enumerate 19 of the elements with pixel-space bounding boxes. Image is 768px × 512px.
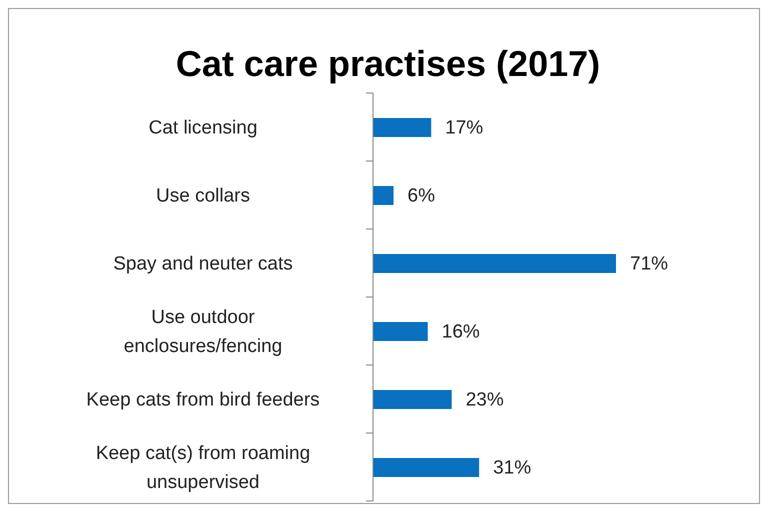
bar [373, 186, 394, 205]
y-tick-label: Use collars [156, 186, 250, 207]
data-label: 17% [445, 118, 484, 139]
bar [373, 118, 432, 137]
y-tick-label: Keep cat(s) from roaming unsupervised [96, 443, 310, 494]
data-label: 16% [442, 322, 480, 343]
bar [373, 254, 616, 273]
y-tick-label: Cat licensing [148, 118, 258, 139]
data-label: 6% [408, 186, 436, 207]
bar [373, 322, 428, 341]
chart-title: Cat care practises (2017) [176, 43, 600, 84]
data-label: 23% [466, 390, 504, 411]
bar [373, 390, 452, 409]
y-tick-label: Keep cats from bird feeders [86, 390, 320, 411]
bar [373, 458, 480, 477]
data-label: 31% [493, 458, 532, 479]
y-tick-label: Use outdoor enclosures/fencing [124, 307, 282, 358]
y-tick-label: Spay and neuter cats [113, 254, 293, 275]
data-label: 71% [630, 254, 668, 275]
